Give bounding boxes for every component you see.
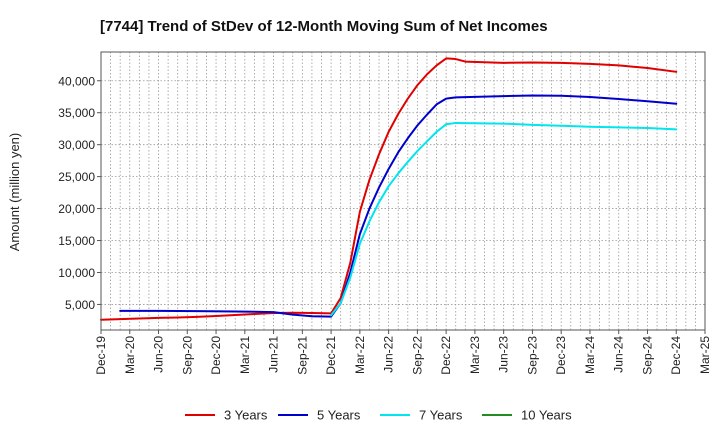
x-tick-label: Sep-23	[525, 336, 539, 375]
y-tick-label: 25,000	[58, 170, 95, 184]
y-tick-label: 35,000	[58, 106, 95, 120]
y-tick-label: 5,000	[65, 298, 95, 312]
x-tick-label: Dec-24	[669, 336, 683, 375]
x-tick-label: Jun-24	[612, 336, 626, 373]
x-tick-label: Mar-24	[583, 336, 597, 374]
x-tick-label: Dec-22	[439, 336, 453, 375]
x-tick-label: Jun-20	[152, 336, 166, 373]
legend-label-5-years: 5 Years	[317, 408, 361, 423]
x-tick-label: Dec-19	[94, 336, 108, 375]
x-tick-label: Mar-23	[468, 336, 482, 374]
x-tick-label: Mar-21	[238, 336, 252, 374]
x-tick-label: Sep-22	[410, 336, 424, 375]
x-tick-label: Jun-23	[497, 336, 511, 373]
x-tick-label: Sep-20	[180, 336, 194, 375]
plot-area	[101, 52, 705, 330]
series-line-3-years	[100, 57, 678, 321]
x-tick-label: Mar-22	[353, 336, 367, 374]
chart-legend: 3 Years 5 Years 7 Years 10 Years	[185, 408, 572, 423]
y-tick-label: 10,000	[58, 266, 95, 280]
x-tick-label: Jun-22	[382, 336, 396, 373]
y-tick-label: 30,000	[58, 138, 95, 152]
chart-title: [7744] Trend of StDev of 12-Month Moving…	[100, 18, 548, 35]
x-tick-label: Dec-21	[324, 336, 338, 375]
y-tick-label: 40,000	[58, 74, 95, 88]
plot-frame	[100, 51, 706, 331]
legend-label-3-years: 3 Years	[224, 408, 268, 423]
x-tick-label: Sep-24	[640, 336, 654, 375]
x-tick-label: Dec-23	[554, 336, 568, 375]
x-tick-label: Sep-21	[295, 336, 309, 375]
y-tick-label: 20,000	[58, 202, 95, 216]
grid-lines	[101, 52, 705, 330]
series-layer	[100, 57, 678, 321]
series-line-5-years	[119, 94, 678, 318]
x-tick-label: Dec-20	[209, 336, 223, 375]
x-tick-label: Mar-25	[698, 336, 712, 374]
series-line-7-years	[330, 121, 678, 317]
legend-label-10-years: 10 Years	[521, 408, 572, 423]
y-axis-label: Amount (million yen)	[7, 133, 22, 252]
y-tick-label: 15,000	[58, 234, 95, 248]
x-axis-ticks: Dec-19 Mar-20 Jun-20 Sep-20 Dec-20 Mar-21 Jun-…	[94, 330, 712, 375]
x-tick-label: Jun-21	[267, 336, 281, 373]
y-axis-ticks: 5,000 10,000 15,000 20,000 25,000 30,000 35,00…	[58, 74, 101, 312]
legend-label-7-years: 7 Years	[419, 408, 463, 423]
x-tick-label: Mar-20	[123, 336, 137, 374]
